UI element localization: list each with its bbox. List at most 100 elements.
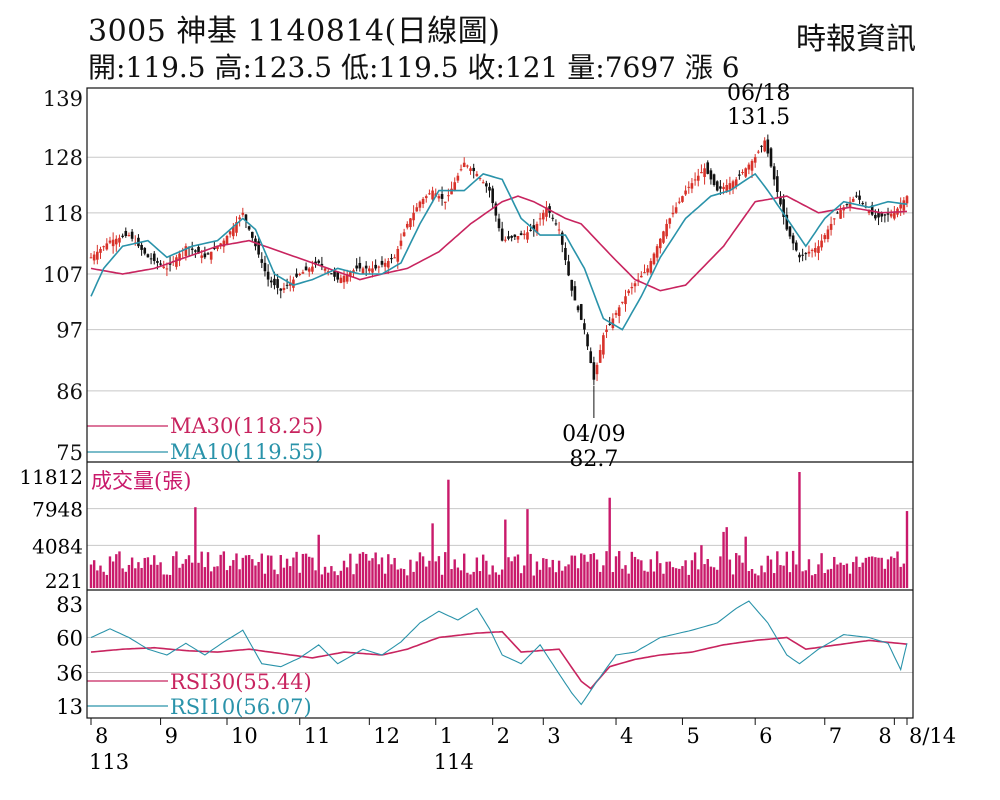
candle-body bbox=[845, 204, 849, 206]
candle-body bbox=[96, 251, 99, 260]
volume-bar bbox=[333, 571, 336, 588]
volume-bar bbox=[111, 561, 115, 588]
volume-bar bbox=[630, 551, 634, 588]
volume-bar bbox=[228, 565, 232, 588]
candle-body bbox=[899, 204, 902, 209]
candle-body bbox=[640, 275, 643, 278]
volume-bar bbox=[415, 561, 418, 588]
candle-body bbox=[684, 190, 687, 195]
candle-body bbox=[295, 273, 298, 277]
candle-body bbox=[92, 254, 96, 261]
volume-bar bbox=[763, 572, 766, 588]
volume-bar bbox=[504, 519, 507, 588]
volume-bar bbox=[232, 560, 235, 588]
volume-bar bbox=[184, 559, 188, 588]
volume-bar bbox=[453, 559, 456, 588]
candle-body bbox=[238, 217, 241, 220]
rsi-tick-label: 13 bbox=[56, 695, 83, 719]
candle-body bbox=[263, 262, 267, 272]
volume-bar bbox=[829, 568, 833, 588]
volume-bar bbox=[159, 562, 162, 588]
volume-bar bbox=[880, 557, 883, 588]
volume-bar bbox=[798, 472, 801, 588]
volume-bar bbox=[652, 571, 656, 588]
volume-bar bbox=[532, 575, 535, 588]
volume-bar bbox=[782, 565, 785, 588]
candle-body bbox=[795, 242, 798, 251]
candle-body bbox=[709, 170, 713, 180]
candle-body bbox=[472, 167, 475, 172]
volume-bar bbox=[757, 575, 760, 588]
candle-body bbox=[225, 235, 229, 246]
volume-bar bbox=[247, 554, 251, 588]
volume-bar bbox=[162, 574, 165, 588]
candle-body bbox=[627, 290, 630, 294]
candle-body bbox=[361, 268, 365, 274]
candle-body bbox=[636, 279, 640, 281]
volume-bar bbox=[469, 574, 472, 588]
volume-bar bbox=[848, 573, 852, 588]
candle-body bbox=[532, 225, 536, 230]
volume-bar bbox=[614, 556, 618, 588]
rsi-grid bbox=[87, 637, 913, 673]
volume-bar bbox=[244, 555, 248, 588]
volume-bar bbox=[905, 511, 909, 588]
volume-bar bbox=[266, 555, 270, 588]
candle-body bbox=[311, 266, 314, 272]
candle-body bbox=[583, 323, 586, 330]
volume-bar bbox=[206, 552, 210, 588]
candle-body bbox=[823, 235, 827, 240]
candle-body bbox=[734, 179, 738, 186]
volume-bar bbox=[194, 507, 197, 588]
candle-body bbox=[535, 223, 539, 233]
volume-bar bbox=[874, 557, 877, 588]
candle-body bbox=[415, 207, 419, 212]
candle-body bbox=[387, 261, 390, 268]
volume-bar bbox=[864, 557, 868, 588]
candle-body bbox=[194, 250, 197, 252]
volume-bar bbox=[747, 571, 751, 588]
volume-bar bbox=[418, 552, 422, 588]
volume-bar bbox=[836, 564, 839, 588]
volume-bar bbox=[475, 557, 479, 588]
volume-bar bbox=[390, 564, 393, 588]
candle-body bbox=[769, 148, 773, 167]
x-tick-label: 7 bbox=[829, 724, 842, 748]
volume-bar bbox=[175, 551, 178, 588]
price-ma-lines bbox=[90, 172, 908, 331]
volume-title: 成交量(張) bbox=[91, 469, 191, 493]
candle-body bbox=[108, 240, 112, 243]
volume-bar bbox=[99, 565, 102, 588]
candle-body bbox=[753, 157, 757, 163]
volume-bar bbox=[285, 558, 289, 588]
candle-body bbox=[355, 265, 358, 269]
volume-bar bbox=[599, 571, 602, 588]
candle-body bbox=[500, 228, 504, 241]
candle-body bbox=[450, 188, 453, 195]
volume-bar bbox=[671, 567, 675, 588]
price-tick-label: 118 bbox=[43, 202, 83, 226]
volume-bar bbox=[374, 552, 377, 588]
candle-body bbox=[836, 212, 839, 214]
candle-body bbox=[538, 218, 542, 220]
volume-bar bbox=[845, 563, 849, 588]
candle-body bbox=[478, 178, 482, 180]
rsi-tick-label: 83 bbox=[56, 593, 83, 617]
price-tick-label: 86 bbox=[56, 380, 83, 404]
candle-body bbox=[829, 223, 833, 230]
volume-bar bbox=[456, 567, 460, 588]
candle-body bbox=[298, 274, 302, 275]
volume-bar bbox=[750, 569, 754, 588]
volume-bar bbox=[855, 556, 858, 588]
candle-body bbox=[889, 213, 893, 217]
candle-body bbox=[276, 279, 279, 288]
candle-body bbox=[883, 214, 887, 216]
candle-body bbox=[273, 278, 276, 286]
volume-bar bbox=[466, 572, 469, 588]
candle-body bbox=[326, 271, 330, 273]
candle-body bbox=[232, 226, 235, 237]
volume-bar bbox=[731, 574, 735, 588]
volume-bar bbox=[222, 551, 226, 588]
candle-body bbox=[545, 207, 548, 217]
candle-body bbox=[412, 212, 415, 221]
